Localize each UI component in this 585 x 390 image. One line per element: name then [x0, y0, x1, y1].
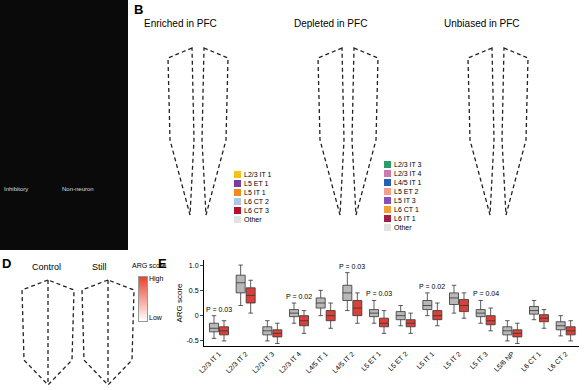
svg-text:L2/3 IT 3: L2/3 IT 3 [251, 350, 275, 374]
html-text:Other: Other [244, 216, 262, 223]
html-text:Non-neuron: Non-neuron [62, 186, 94, 192]
svg-text:0: 0 [195, 312, 199, 319]
html-text:Enriched in PFC: Enriched in PFC [144, 18, 217, 29]
html-text:L2/3 IT 4: L2/3 IT 4 [394, 170, 422, 177]
html-text:Other: Other [394, 224, 412, 231]
html-text:Depleted in PFC: Depleted in PFC [294, 18, 368, 29]
svg-text:0.5: 0.5 [189, 287, 199, 294]
html-text:L5 ET 1: L5 ET 1 [244, 180, 269, 187]
svg-text:L5 IT 2: L5 IT 2 [442, 350, 462, 370]
svg-text:L5 ET 1: L5 ET 1 [360, 350, 382, 372]
svg-text:L5 ET 2: L5 ET 2 [387, 350, 409, 372]
html-text:L5 IT 3: L5 IT 3 [394, 197, 416, 204]
html-text:L4/5 IT 1: L4/5 IT 1 [394, 179, 422, 186]
html-text:L6 IT 1: L6 IT 1 [394, 215, 416, 222]
html-text:D: D [2, 256, 12, 271]
svg-text:P = 0.02: P = 0.02 [286, 293, 312, 300]
html-text:Still: Still [92, 262, 107, 272]
svg-text:-0.5: -0.5 [187, 337, 199, 344]
svg-text:L4/5 IT 1: L4/5 IT 1 [304, 350, 328, 374]
html-text:L5 IT 1: L5 IT 1 [244, 189, 266, 196]
html-text:E: E [158, 256, 167, 271]
svg-text:L5 IT 3: L5 IT 3 [469, 350, 489, 370]
html-text:L6 CT 2: L6 CT 2 [244, 198, 269, 205]
html-text:L6 CT 1: L6 CT 1 [394, 206, 419, 213]
svg-text:P = 0.04: P = 0.04 [473, 290, 499, 297]
svg-text:P = 0.03: P = 0.03 [339, 263, 365, 270]
html-text:L2/3 IT 3: L2/3 IT 3 [394, 161, 422, 168]
html-text:L2/3 IT 1: L2/3 IT 1 [244, 171, 272, 178]
html-text:Low: Low [149, 314, 162, 321]
svg-text:L2/3 IT 1: L2/3 IT 1 [198, 350, 222, 374]
svg-text:P = 0.03: P = 0.03 [206, 306, 232, 313]
html-text:Unbiased in PFC: Unbiased in PFC [444, 18, 520, 29]
svg-text:1.0: 1.0 [189, 262, 199, 269]
svg-text:L2/3 IT 2: L2/3 IT 2 [224, 350, 248, 374]
html-text:Inhibitory: Inhibitory [4, 186, 29, 192]
html-text:ARG score: ARG score [132, 262, 167, 269]
svg-text:P = 0.02: P = 0.02 [419, 283, 445, 290]
html-text:B: B [134, 2, 144, 17]
html-text:L5 ET 2: L5 ET 2 [394, 188, 419, 195]
svg-text:L2/3 IT 4: L2/3 IT 4 [278, 350, 302, 374]
html-text:Control: Control [32, 262, 61, 272]
svg-text:L5/6 NP: L5/6 NP [493, 350, 516, 373]
svg-text:P = 0.03: P = 0.03 [366, 290, 392, 297]
svg-text:L6 CT 1: L6 CT 1 [520, 350, 543, 373]
svg-text:L4/5 IT 2: L4/5 IT 2 [331, 350, 355, 374]
html-text:L6 CT 3: L6 CT 3 [244, 207, 269, 214]
html-text:High: High [149, 275, 164, 282]
svg-text:L5 IT 1: L5 IT 1 [415, 350, 435, 370]
svg-text:L6 CT 2: L6 CT 2 [546, 350, 569, 373]
svg-text:ARG score: ARG score [175, 283, 184, 323]
